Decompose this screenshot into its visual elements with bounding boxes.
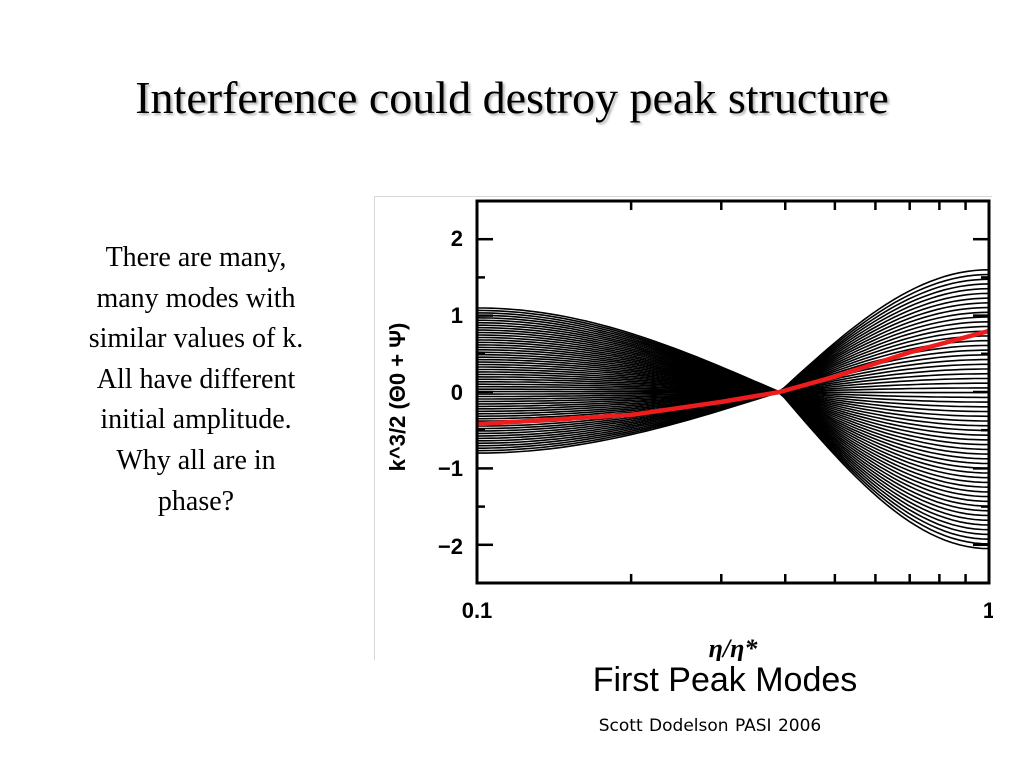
y-tick-label: −1 bbox=[438, 456, 463, 481]
highlighted-mode-line bbox=[476, 328, 990, 427]
slide-title: Interference could destroy peak structur… bbox=[135, 72, 889, 123]
y-tick-label: 1 bbox=[451, 303, 463, 328]
highlighted-mode bbox=[476, 328, 990, 427]
y-axis-label: k^3/2 (Θ0 + Ψ) bbox=[385, 323, 410, 472]
body-line: There are many, bbox=[105, 242, 287, 273]
modes-plot: 2 1 0 −1 −2 0.1 1 η/η* k^3/2 (Θ0 + Ψ) bbox=[385, 199, 993, 661]
body-line: All have different bbox=[96, 363, 296, 395]
footer-credit: Scott Dodelson PASI 2006 bbox=[598, 716, 822, 736]
body-line: similar values of k. bbox=[88, 323, 304, 355]
x-axis-label: η/η* bbox=[709, 634, 759, 661]
x-tick-label: 0.1 bbox=[462, 598, 493, 623]
y-tick-label: 0 bbox=[451, 380, 463, 405]
body-line: many modes with bbox=[96, 282, 296, 314]
body-text: There are many, many modes with similar … bbox=[40, 238, 352, 522]
axis-ticks bbox=[475, 199, 991, 585]
modes-figure: 2 1 0 −1 −2 0.1 1 η/η* k^3/2 (Θ0 + Ψ) bbox=[374, 196, 993, 661]
y-tick-label: −2 bbox=[438, 534, 463, 559]
mode-curves bbox=[476, 269, 990, 550]
y-tick-label: 2 bbox=[451, 226, 463, 251]
body-line: Why all are in bbox=[116, 444, 276, 476]
body-line: initial amplitude. bbox=[100, 404, 292, 436]
x-tick-label: 1 bbox=[983, 598, 993, 623]
body-line: phase? bbox=[157, 485, 235, 517]
figure-caption: First Peak Modes bbox=[592, 661, 858, 699]
mode-curve bbox=[477, 307, 990, 550]
